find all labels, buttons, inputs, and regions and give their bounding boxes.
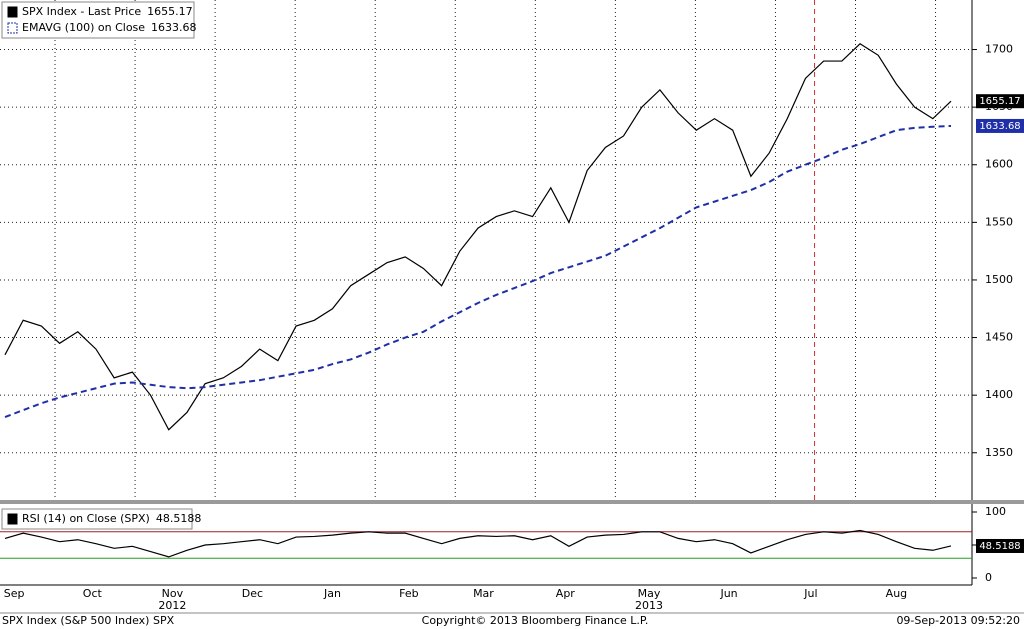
- year-label: 2012: [158, 599, 186, 612]
- x-tick-label: Aug: [886, 587, 907, 600]
- x-tick-label: Mar: [473, 587, 494, 600]
- y-tick-label: 1400: [985, 388, 1013, 401]
- x-tick-label: Apr: [556, 587, 576, 600]
- value-tag: [976, 118, 1024, 133]
- legend-label: EMAVG (100) on Close: [22, 21, 145, 34]
- legend-label: SPX Index - Last Price: [22, 5, 141, 18]
- y-tick-label: 1350: [985, 446, 1013, 459]
- legend-swatch: [7, 22, 18, 34]
- value-tag: [976, 538, 1024, 553]
- series-line: [4, 124, 952, 418]
- legend-value: 1633.68: [151, 21, 197, 34]
- footer-left: SPX Index (S&P 500 Index) SPX: [2, 614, 175, 627]
- legend-label: RSI (14) on Close (SPX): [22, 512, 150, 525]
- y-tick-label: 1450: [985, 331, 1013, 344]
- legend-value: 1655.17: [147, 5, 193, 18]
- y-tick-label: 0: [985, 571, 992, 584]
- legend-swatch: [7, 6, 18, 18]
- x-tick-label: Sep: [4, 587, 25, 600]
- y-tick-label: 100: [985, 505, 1006, 518]
- legend-box: [1, 508, 193, 530]
- x-tick-label: Jun: [719, 587, 737, 600]
- x-tick-label: Oct: [83, 587, 103, 600]
- x-tick-label: May: [638, 587, 661, 600]
- legend-box: [1, 1, 195, 39]
- panel-separator: [0, 500, 1024, 504]
- legend-value: 48.5188: [156, 512, 202, 525]
- legend-swatch: [7, 513, 18, 525]
- x-tick-label: Jul: [803, 587, 817, 600]
- series-line: [4, 43, 952, 431]
- year-label: 2013: [635, 599, 663, 612]
- x-tick-label: Jan: [323, 587, 341, 600]
- y-tick-label: 1550: [985, 215, 1013, 228]
- value-tag-label: 1655.17: [979, 96, 1020, 107]
- value-tag-label: 1633.68: [979, 121, 1020, 132]
- y-tick-label: 1500: [985, 273, 1013, 286]
- value-tag: [976, 94, 1024, 109]
- y-tick-label: 1600: [985, 158, 1013, 171]
- x-tick-label: Feb: [399, 587, 418, 600]
- series-line: [4, 529, 952, 558]
- x-tick-label: Nov: [162, 587, 184, 600]
- footer-center: Copyright© 2013 Bloomberg Finance L.P.: [422, 614, 649, 627]
- x-tick-label: Dec: [242, 587, 263, 600]
- value-tag-label: 48.5188: [979, 541, 1020, 552]
- y-tick-label: 1700: [985, 43, 1013, 56]
- footer-right: 09-Sep-2013 09:52:20: [896, 614, 1020, 627]
